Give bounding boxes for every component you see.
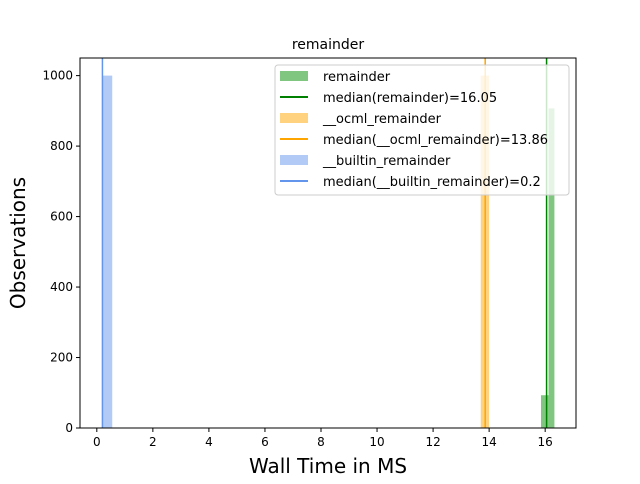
axes-frame [79, 57, 577, 429]
legend-label: median(__ocml_remainder)=13.86 [323, 133, 548, 148]
x-axis: 0 2 4 6 8 10 12 14 16 [93, 428, 553, 449]
x-tick-label: 2 [149, 435, 157, 449]
x-tick-label: 0 [93, 435, 101, 449]
x-axis-label: Wall Time in MS [249, 454, 407, 478]
y-tick-label: 200 [50, 351, 73, 365]
y-axis: 0 200 400 600 800 1000 [42, 69, 80, 435]
legend-swatch [280, 113, 308, 123]
x-tick-label: 12 [425, 435, 440, 449]
y-tick-label: 800 [50, 139, 73, 153]
histogram-bar [548, 108, 555, 428]
legend-label: median(remainder)=16.05 [323, 91, 497, 106]
y-tick-label: 400 [50, 280, 73, 294]
legend: remainder median(remainder)=16.05 __ocml_r… [274, 64, 570, 196]
x-tick-label: 14 [481, 435, 496, 449]
histogram-bar [102, 75, 113, 428]
histogram-bar [540, 395, 549, 428]
x-tick-label: 16 [538, 435, 553, 449]
legend-label: __builtin_remainder [322, 154, 451, 169]
legend-label: remainder [323, 70, 391, 85]
legend-box [274, 64, 570, 196]
legend-label: median(__builtin_remainder)=0.2 [323, 175, 541, 190]
legend-swatch [280, 155, 308, 165]
x-tick-label: 10 [369, 435, 384, 449]
y-tick-label: 600 [50, 210, 73, 224]
y-axis-label: Observations [6, 177, 30, 309]
x-tick-label: 8 [317, 435, 325, 449]
x-tick-label: 4 [205, 435, 213, 449]
legend-swatch [280, 71, 308, 81]
y-tick-label: 1000 [42, 69, 73, 83]
x-tick-label: 6 [261, 435, 269, 449]
chart-title: remainder [292, 37, 365, 53]
y-tick-label: 0 [65, 421, 73, 435]
legend-label: __ocml_remainder [322, 112, 442, 127]
